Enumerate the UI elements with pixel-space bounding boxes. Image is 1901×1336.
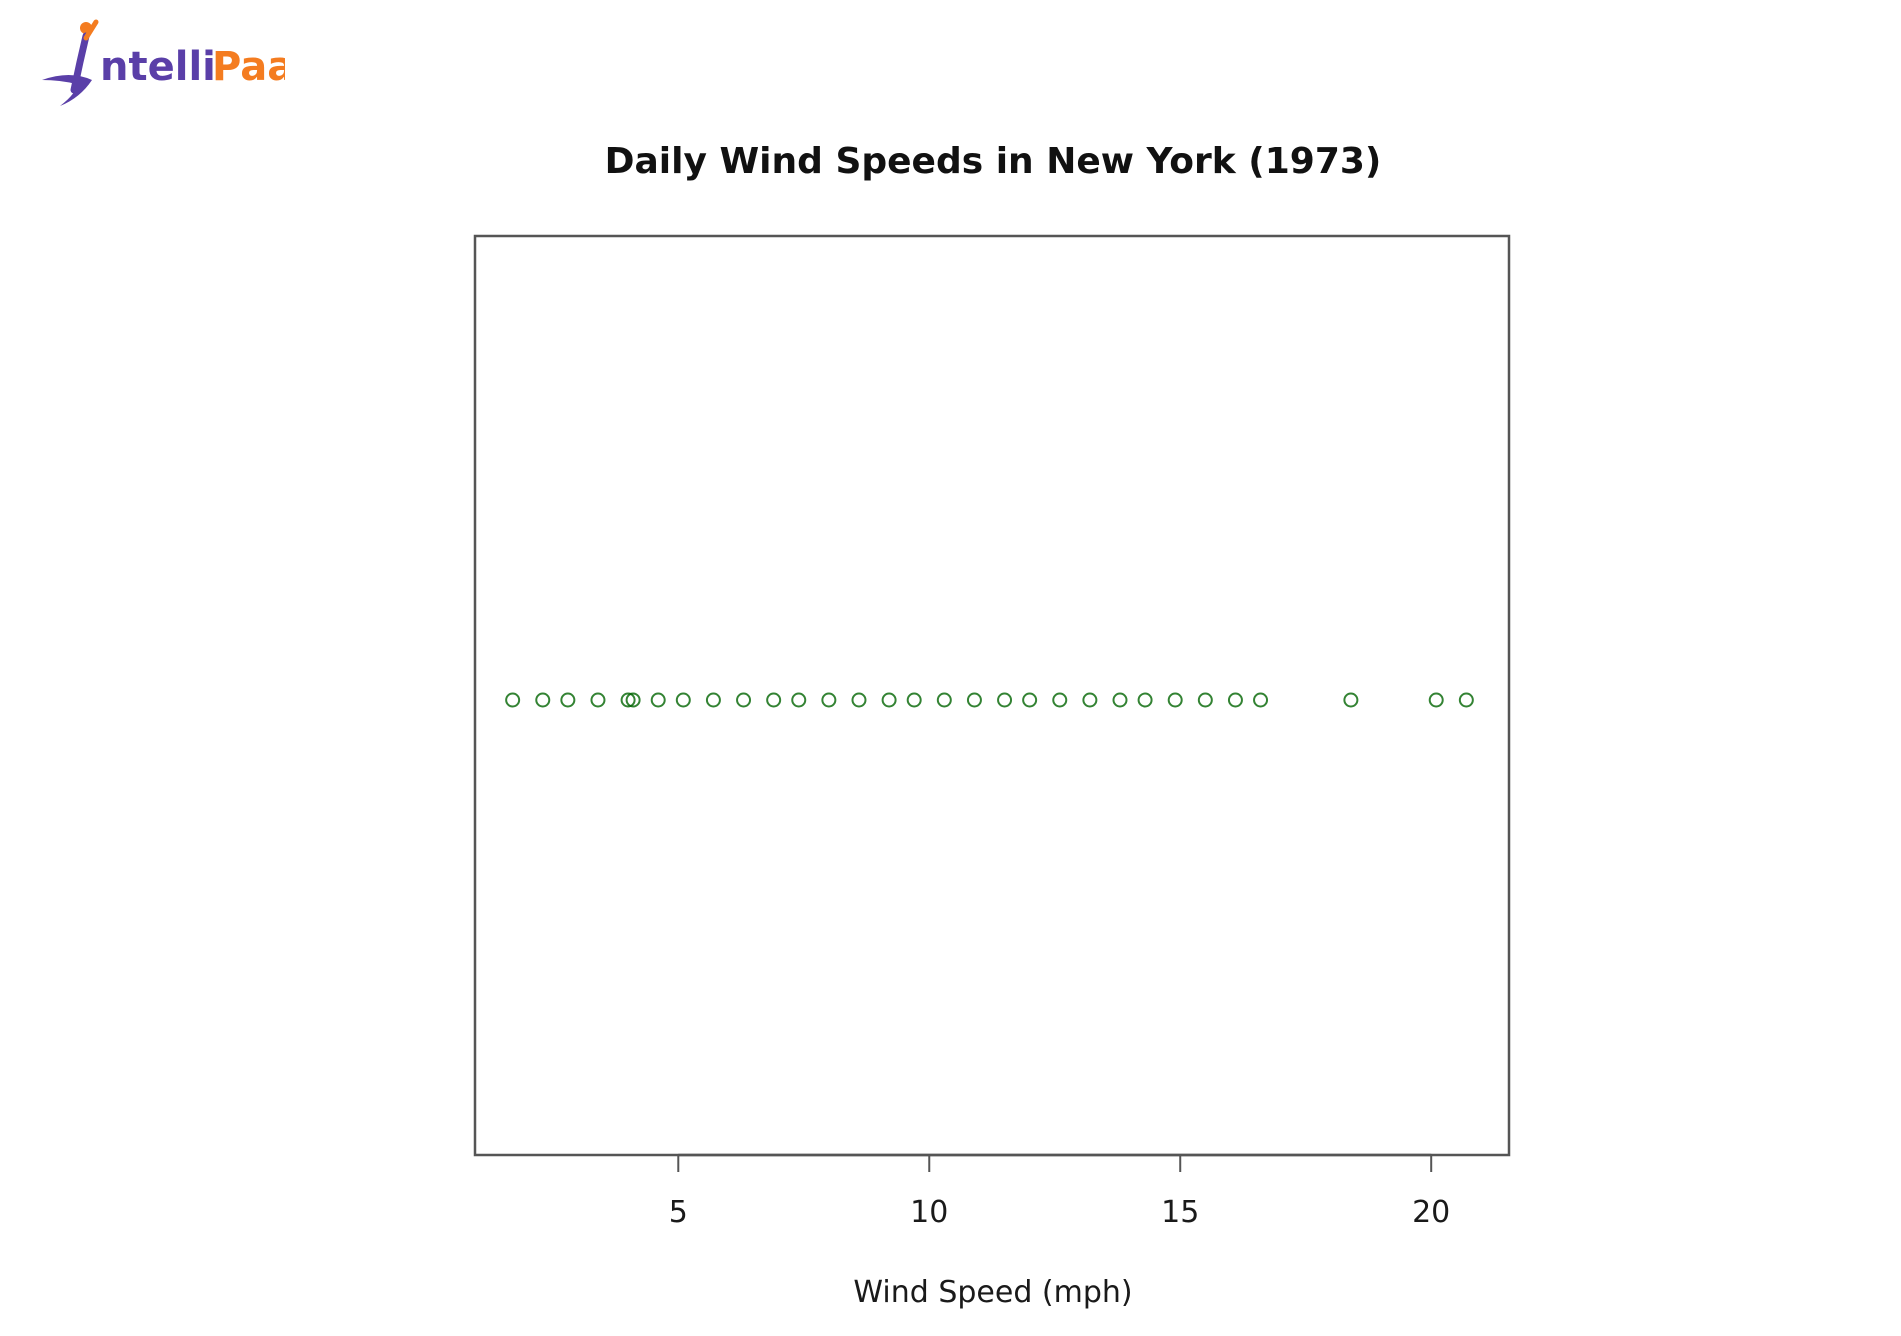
data-point [766,692,782,708]
data-point [906,692,922,708]
data-points [505,692,1474,708]
data-point [1458,692,1474,708]
data-point [1167,692,1183,708]
chart-title: Daily Wind Speeds in New York (1973) [605,141,1382,182]
data-point [881,692,897,708]
data-point [736,692,752,708]
data-point [705,692,721,708]
data-point [560,692,576,708]
data-point [1197,692,1213,708]
data-point [1112,692,1128,708]
data-point [1052,692,1068,708]
data-point [791,692,807,708]
data-point [1137,692,1153,708]
x-tick-label: 5 [669,1195,688,1230]
x-tick-label: 10 [910,1195,948,1230]
data-point [1253,692,1269,708]
data-point [590,692,606,708]
x-axis: 5 10 15 20 [669,1153,1450,1230]
data-point [966,692,982,708]
logo-text-part1: ntelli [100,44,216,90]
data-point [620,692,636,708]
data-point [1227,692,1243,708]
data-point [1428,692,1444,708]
x-tick-label: 20 [1412,1195,1450,1230]
x-tick-label: 15 [1161,1195,1199,1230]
logo-swoosh-icon [42,75,92,106]
plot-frame [473,234,1511,1157]
data-point [505,692,521,708]
data-point [1343,692,1359,708]
data-point [821,692,837,708]
data-point [1082,692,1098,708]
logo-figure-arm-icon [83,19,99,41]
data-point [936,692,952,708]
x-axis-label: Wind Speed (mph) [853,1275,1132,1310]
data-point [675,692,691,708]
data-point [997,692,1013,708]
data-point [625,692,641,708]
data-point [535,692,551,708]
data-point [650,692,666,708]
data-point [851,692,867,708]
data-point [1022,692,1038,708]
